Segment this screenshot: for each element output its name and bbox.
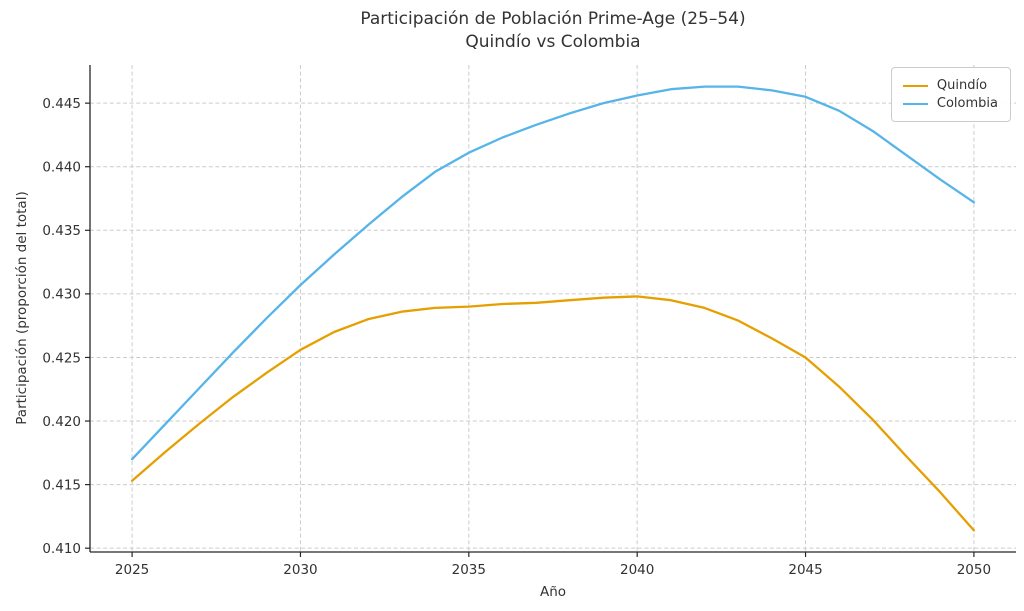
y-tick-label: 0.445 [42,96,81,112]
x-tick-label: 2035 [452,562,486,578]
chart-title-line2: Quindío vs Colombia [465,32,641,52]
y-tick-label: 0.430 [42,287,81,303]
legend: Quindío Colombia [890,67,1011,122]
x-tick-label: 2040 [620,562,654,578]
y-tick-label: 0.425 [42,350,81,366]
y-tick-label: 0.435 [42,223,81,239]
y-tick-label: 0.410 [42,541,81,557]
x-axis-label: Año [539,584,567,600]
legend-label-quindio: Quindío [936,78,988,93]
y-tick-label: 0.420 [42,414,81,430]
x-tick-label: 2025 [115,562,149,578]
x-tick-label: 2050 [957,562,991,578]
legend-item-colombia: Colombia [902,96,998,111]
legend-label-colombia: Colombia [936,96,998,111]
x-tick-label: 2030 [283,562,317,578]
y-tick-label: 0.415 [42,477,81,493]
y-tick-label: 0.440 [42,160,81,176]
y-axis-label: Participación (proporción del total) [14,191,30,425]
colombia-line [130,85,976,461]
quindio-line-swatch [902,84,928,87]
chart-title: Participación de Población Prime-Age (25… [90,8,1016,54]
quindo-line [130,295,976,532]
chart-title-line1: Participación de Población Prime-Age (25… [360,9,746,29]
x-tick-label: 2045 [788,562,822,578]
legend-item-quindio: Quindío [902,78,998,93]
colombia-line-swatch [902,102,928,105]
